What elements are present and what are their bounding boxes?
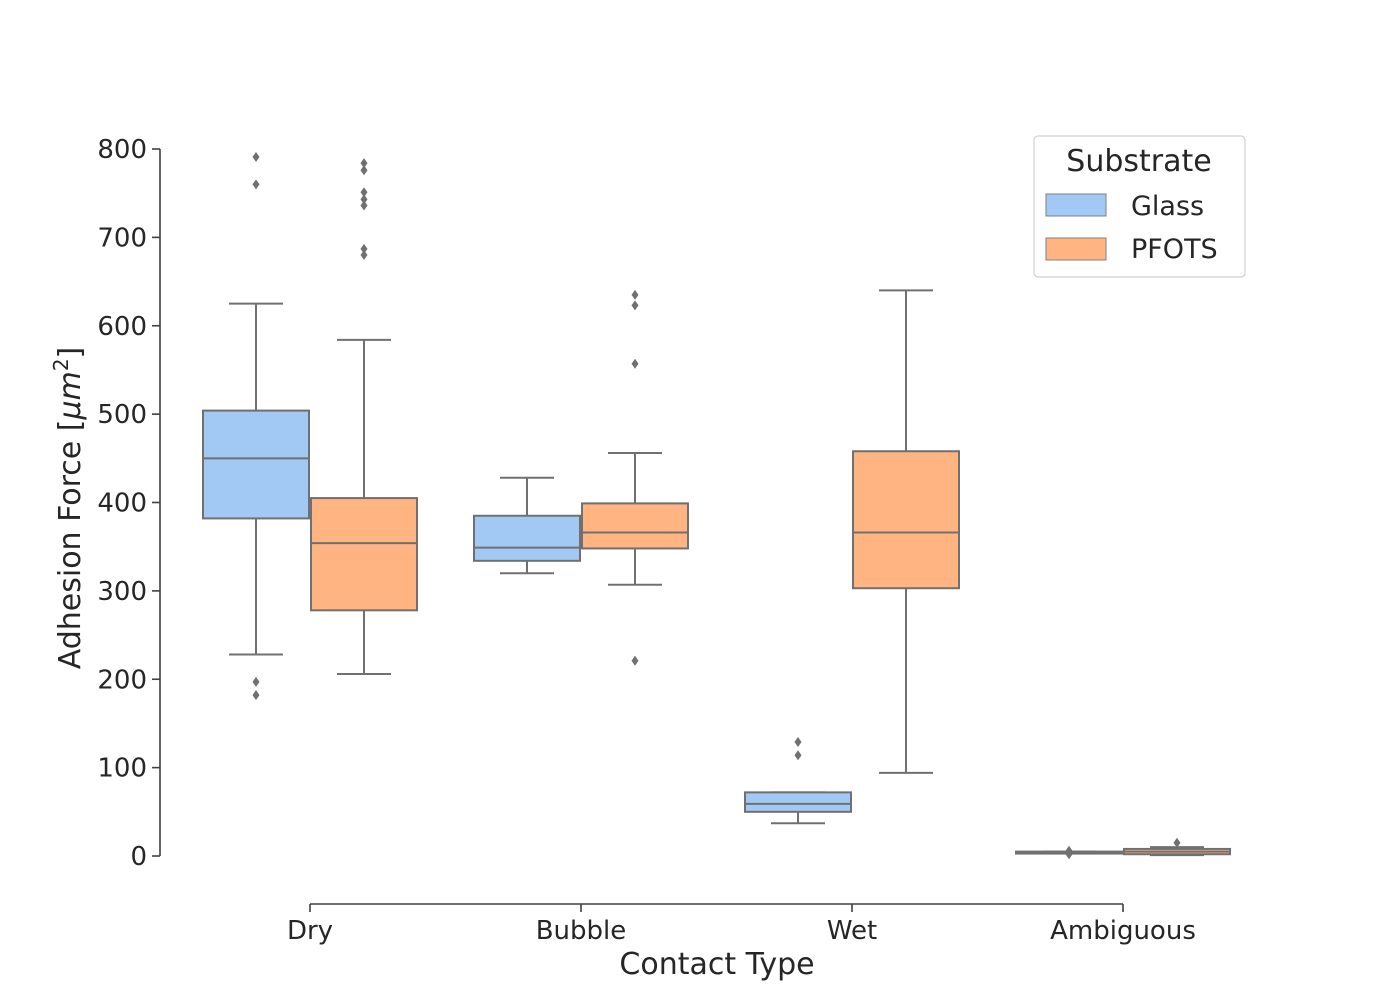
outlier-point (1173, 837, 1181, 848)
outlier-point (252, 676, 260, 687)
y-tick-label: 100 (97, 754, 147, 784)
legend-title: Substrate (1066, 144, 1211, 179)
legend-swatch-pfots (1045, 237, 1107, 261)
y-tick-label: 500 (97, 400, 147, 430)
box-pfots-ambiguous (1123, 837, 1231, 857)
x-tick-label: Wet (827, 916, 877, 946)
box-glass-bubble (473, 476, 581, 575)
y-tick-label: 700 (97, 223, 147, 253)
iqr-box (744, 791, 852, 813)
outlier-point (631, 655, 639, 666)
legend-swatch-glass (1045, 193, 1107, 217)
legend-label-glass: Glass (1131, 191, 1204, 222)
outlier-point (360, 243, 368, 254)
x-tick-label: Bubble (536, 916, 627, 946)
outlier-point (631, 289, 639, 300)
box-pfots-bubble (581, 289, 689, 666)
iqr-box (202, 409, 310, 520)
y-axis-label-exp: 2 (49, 358, 73, 371)
x-tick-label: Dry (287, 916, 333, 946)
iqr-box (473, 514, 581, 562)
outlier-point (631, 358, 639, 369)
box-pfots-dry (310, 158, 418, 675)
outlier-point (252, 179, 260, 190)
outlier-point (631, 300, 639, 311)
y-axis-label-main: Adhesion Force [ (53, 419, 88, 669)
box-glass-dry (202, 151, 310, 701)
box-pfots-wet (852, 289, 960, 774)
outlier-point (794, 736, 802, 747)
y-tick-label: 400 (97, 489, 147, 519)
outlier-point (360, 187, 368, 198)
iqr-box (581, 502, 689, 550)
legend-label-pfots: PFOTS (1131, 234, 1218, 265)
y-axis-label: Adhesion Force [μm2] (49, 347, 88, 670)
outlier-point (252, 690, 260, 701)
x-tick-label: Ambiguous (1050, 916, 1196, 946)
outlier-point (360, 165, 368, 176)
box-glass-wet (744, 736, 852, 825)
outlier-point (360, 158, 368, 169)
y-axis: 0 100 200 300 400 500 600 700 800 (97, 135, 161, 872)
iqr-box (852, 450, 960, 590)
y-tick-label: 200 (97, 665, 147, 695)
outlier-point (1065, 845, 1073, 856)
outlier-point (794, 750, 802, 761)
outlier-point (360, 194, 368, 205)
y-tick-label: 600 (97, 312, 147, 342)
legend: Substrate Glass PFOTS (1033, 135, 1246, 278)
y-axis-label-unit: μm (53, 371, 88, 420)
y-tick-label: 300 (97, 577, 147, 607)
iqr-box (310, 497, 418, 612)
outlier-point (360, 200, 368, 211)
y-tick-label: 800 (97, 135, 147, 165)
outlier-point (252, 151, 260, 162)
x-axis: Dry Bubble Wet Ambiguous (287, 903, 1196, 946)
y-tick-label: 0 (130, 842, 147, 872)
outlier-point (360, 250, 368, 261)
box-glass-ambiguous (1015, 845, 1123, 860)
box-groups (202, 151, 1231, 860)
y-axis-label-close: ] (53, 347, 88, 359)
x-axis-label: Contact Type (619, 947, 814, 982)
